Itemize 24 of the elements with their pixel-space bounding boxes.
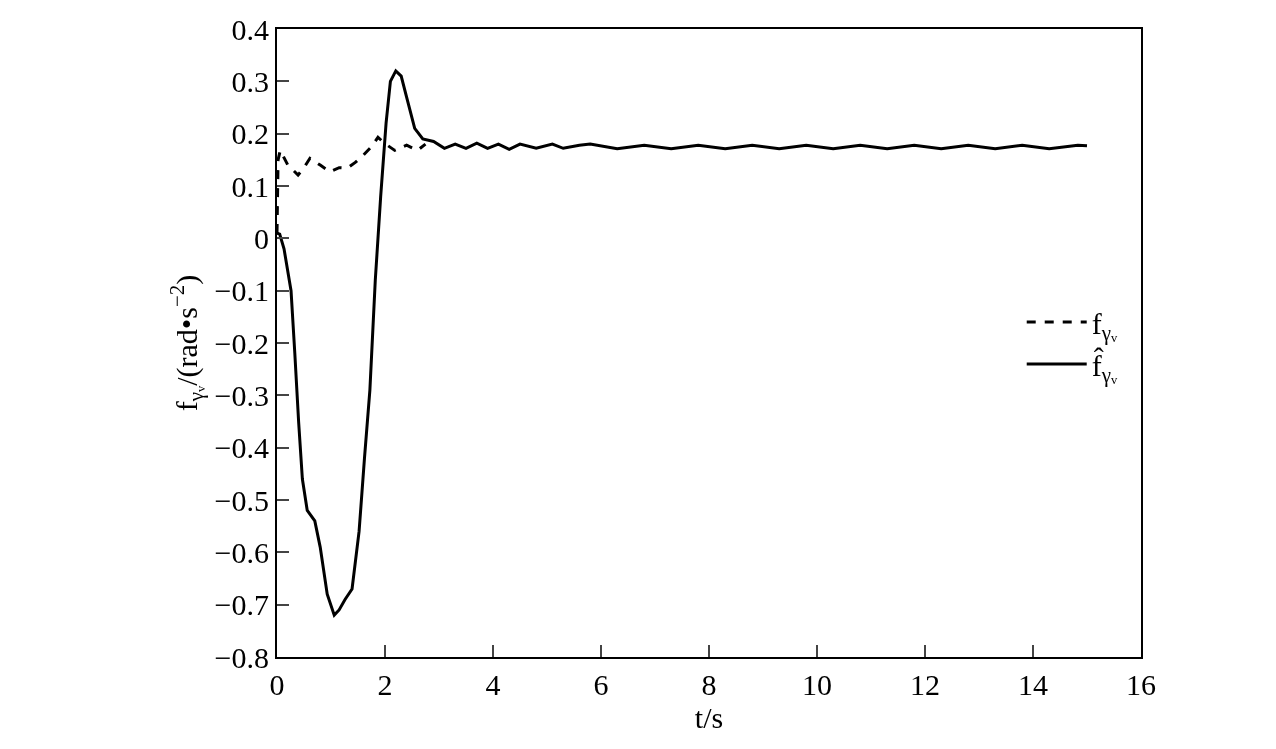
x-tick-label: 16: [1126, 668, 1156, 701]
y-tick-label: −0.7: [214, 588, 269, 622]
x-tick-label: 6: [593, 668, 609, 701]
x-tick-label: 4: [485, 668, 501, 701]
x-tick-label: 2: [377, 668, 393, 701]
y-tick-label: 0.2: [231, 117, 269, 151]
x-tick-label: 8: [701, 668, 717, 701]
legend-label: f$_{γᵥ}$: [1091, 306, 1118, 345]
y-tick-label: 0.4: [231, 12, 269, 46]
x-tick-label: 14: [1018, 668, 1048, 701]
y-tick-label: −0.8: [214, 640, 269, 674]
x-axis-title: t/s: [694, 701, 724, 734]
x-tick-label: 12: [910, 668, 940, 701]
legend-label: f̂$_{γᵥ}$: [1091, 347, 1118, 387]
x-tick-label: 10: [802, 668, 832, 701]
y-tick-label: −0.2: [214, 326, 269, 360]
y-tick-label: −0.5: [214, 483, 269, 517]
y-tick-label: 0.3: [231, 64, 269, 98]
y-tick-label: 0: [254, 221, 269, 255]
y-tick-label: 0.1: [231, 169, 269, 203]
y-tick-label: −0.1: [214, 274, 269, 308]
y-tick-label: −0.6: [214, 535, 269, 569]
y-tick-label: −0.4: [214, 431, 269, 465]
y-tick-label: −0.3: [214, 378, 269, 412]
